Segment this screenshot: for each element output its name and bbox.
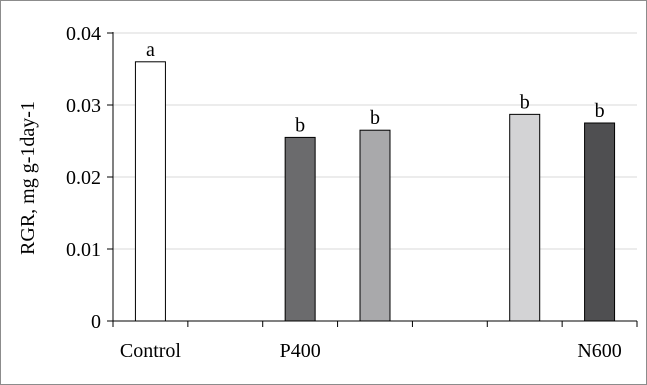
bar-significance-label: b: [595, 100, 605, 122]
y-tick-label: 0.04: [66, 23, 101, 45]
bar-significance-label: b: [370, 107, 380, 129]
axes: [107, 32, 638, 327]
y-axis-title: RGR, mg g-1day-1: [17, 101, 39, 255]
bar-significance-label: a: [146, 39, 155, 61]
bar-significance-label: b: [520, 91, 530, 113]
y-tick-label: 0.02: [66, 167, 101, 189]
x-tick-label: Control: [120, 340, 182, 362]
bar: [584, 122, 616, 322]
bar: [134, 61, 166, 322]
x-tick-labels: Control P400 N600: [120, 340, 622, 362]
y-tick-label: 0.01: [66, 239, 101, 261]
x-tick-label: N600: [577, 340, 621, 362]
y-tick-labels: 0 0.01 0.02 0.03 0.04: [66, 23, 101, 333]
y-tick-label: 0.03: [66, 95, 101, 117]
bar: [509, 113, 541, 322]
x-tick-label: P400: [280, 340, 321, 362]
y-tick-label: 0: [91, 311, 101, 333]
bar: [284, 136, 316, 322]
bar-significance-label: b: [295, 114, 305, 136]
bar: [359, 129, 391, 322]
bars: [134, 61, 616, 322]
data-labels: a b b b b: [146, 39, 605, 137]
